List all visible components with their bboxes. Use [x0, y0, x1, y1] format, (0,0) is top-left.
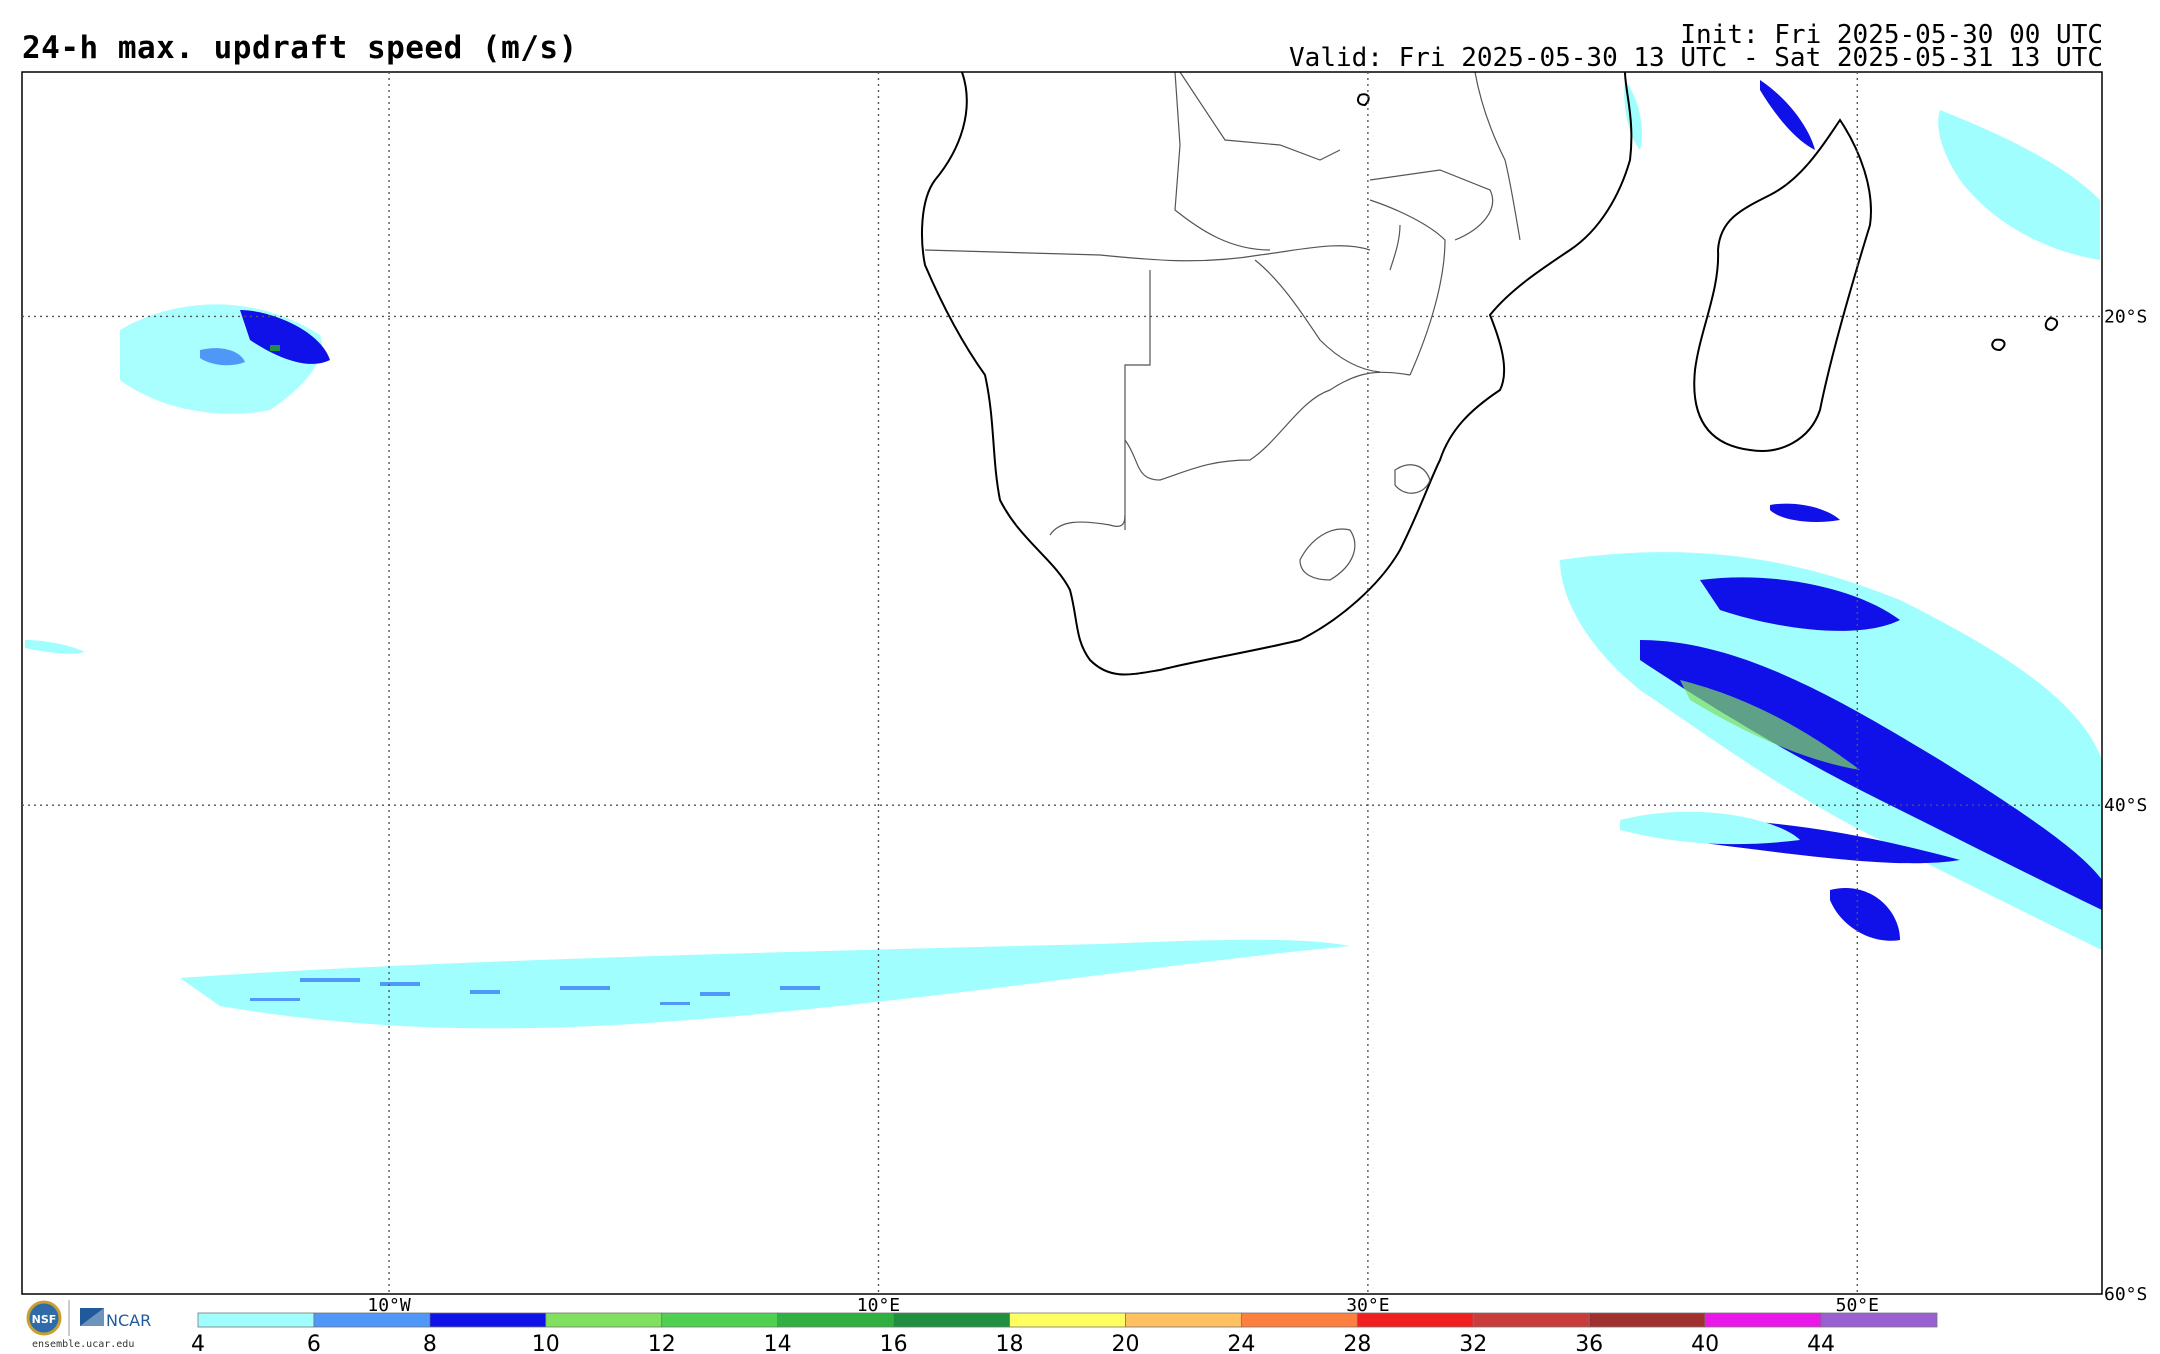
colorbar-label: 44 — [1807, 1332, 1835, 1354]
colorbar-label: 32 — [1459, 1332, 1487, 1354]
coastline — [921, 72, 2058, 676]
colorbar-label: 10 — [532, 1332, 560, 1354]
colorbar-label: 24 — [1227, 1332, 1255, 1354]
colorbar-label: 6 — [307, 1332, 321, 1354]
colorbar-swatch — [661, 1312, 779, 1328]
colorbar-swatch — [1588, 1312, 1706, 1328]
lon-label: 50°E — [1836, 1295, 1879, 1316]
nsf-logo: NSF — [26, 1300, 62, 1336]
colorbar-swatch — [545, 1312, 663, 1328]
ncar-logo: NCAR — [80, 1308, 151, 1330]
lat-labels: 20°S 40°S 60°S — [2104, 306, 2147, 1305]
lon-label: 10°W — [367, 1295, 411, 1316]
colorbar-labels: 4 6 8 10 12 14 16 18 20 24 28 32 36 40 44 — [191, 1332, 1835, 1354]
colorbar-swatch — [1820, 1312, 1938, 1328]
colorbar-swatch — [1472, 1312, 1590, 1328]
colorbar-swatch — [197, 1312, 315, 1328]
colorbar-label: 16 — [880, 1332, 908, 1354]
colorbar-label: 12 — [648, 1332, 676, 1354]
colorbar-swatch — [1009, 1312, 1126, 1328]
colorbar-swatch — [893, 1312, 1010, 1328]
colorbar-swatch — [1356, 1312, 1474, 1328]
colorbar-label: 8 — [423, 1332, 437, 1354]
colorbar — [197, 1312, 1938, 1328]
nsf-logo-text: NSF — [32, 1313, 57, 1326]
colorbar-label: 4 — [191, 1332, 205, 1354]
colorbar-label: 28 — [1343, 1332, 1371, 1354]
updraft-field — [25, 80, 2102, 1029]
lon-label: 30°E — [1346, 1295, 1389, 1316]
ncar-logo-text: NCAR — [106, 1311, 151, 1330]
colorbar-label: 14 — [764, 1332, 792, 1354]
lat-label: 40°S — [2104, 795, 2147, 816]
colorbar-swatch — [777, 1312, 895, 1328]
colorbar-label: 40 — [1691, 1332, 1719, 1354]
map-title: 24-h max. updraft speed (m/s) — [22, 30, 578, 66]
valid-time: Valid: Fri 2025-05-30 13 UTC - Sat 2025-… — [1289, 43, 2103, 73]
init-time: Init: Fri 2025-05-30 00 UTC — [1680, 20, 2103, 50]
lon-label: 10°E — [857, 1295, 900, 1316]
gridlines — [22, 72, 2102, 1294]
country-borders — [924, 72, 1521, 581]
colorbar-swatch — [1704, 1312, 1822, 1328]
colorbar-swatch — [1241, 1312, 1358, 1328]
colorbar-label: 20 — [1111, 1332, 1139, 1354]
colorbar-label: 18 — [996, 1332, 1024, 1354]
lat-label: 20°S — [2104, 306, 2147, 327]
colorbar-swatch — [429, 1312, 547, 1328]
website-url: ensemble.ucar.edu — [32, 1339, 135, 1350]
colorbar-label: 36 — [1575, 1332, 1603, 1354]
colorbar-swatch — [313, 1312, 431, 1328]
lat-label: 60°S — [2104, 1284, 2147, 1305]
colorbar-swatch — [1125, 1312, 1242, 1328]
lon-labels: 10°W 10°E 30°E 50°E — [367, 1295, 1879, 1316]
